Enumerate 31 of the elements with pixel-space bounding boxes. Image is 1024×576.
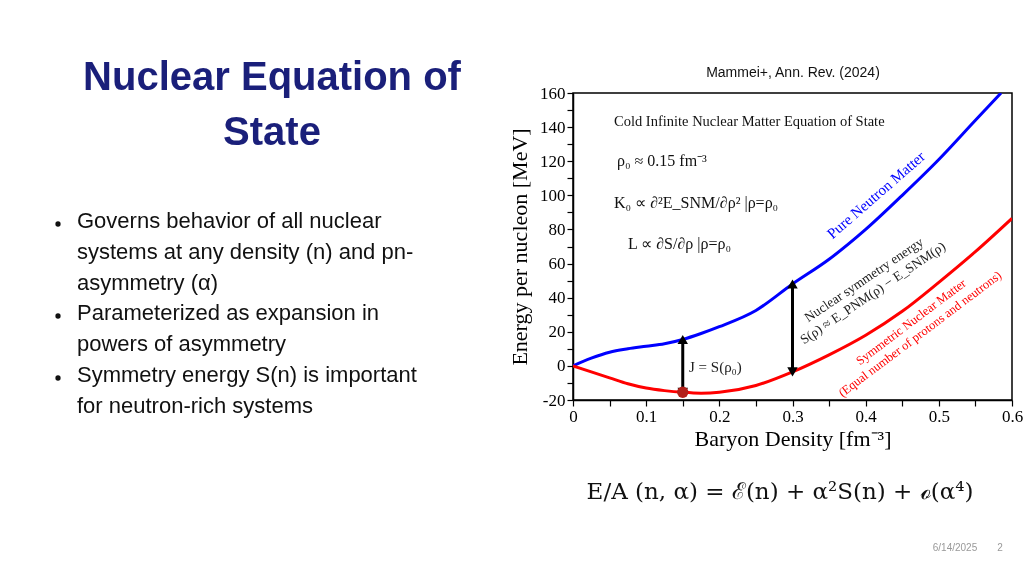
x-tick-label: 0.6 (1001, 406, 1024, 426)
chart-title: Nuclear Equation of State (83, 54, 462, 153)
y-tick-label: 60 (548, 254, 566, 274)
y-tick-label: 40 (548, 288, 566, 308)
annotation: K₀ ∝ ∂²E_SNM/∂ρ² |ρ=ρ₀ (614, 194, 779, 212)
y-tick-label: 0 (557, 356, 566, 376)
y-tick-label: 100 (540, 185, 566, 205)
y-tick-label: 160 (540, 83, 566, 103)
x-axis-title: Baryon Density [fm⁻³] (694, 425, 892, 451)
annotation: L ∝ ∂S/∂ρ |ρ=ρ₀ (628, 235, 732, 253)
text: E/A (n, α) = ℰ(n) + α²S(n) + ℴ(α⁴) (586, 478, 974, 504)
annotation: Cold Infinite Nuclear Matter Equation of State (614, 113, 885, 129)
x-tick-label: 0.4 (855, 406, 878, 426)
text: Symmetry energy S(n) is important for neutron-rich systems (77, 362, 417, 418)
text: Governs behavior of all nuclear systems at any density (n) and pn- asymmetry (α) (77, 208, 414, 295)
y-axis-title: Energy per nucleon [MeV] (507, 128, 532, 366)
annotation: J = S(ρ₀) (689, 359, 742, 376)
text: 2 (997, 542, 1004, 553)
y-tick-label: 80 (548, 219, 566, 239)
y-tick-label: 20 (548, 322, 566, 342)
text: Parameterized as expansion in powers of asymmetry (77, 300, 380, 356)
x-tick-label: 0.1 (636, 406, 658, 426)
x-tick-label: 0.5 (928, 406, 950, 426)
text: Mammei+, Ann. Rev. (2024) (706, 64, 880, 80)
y-tick-label: 120 (540, 151, 566, 171)
y-tick-label: 140 (540, 117, 566, 137)
annotation: ρ₀ ≈ 0.15 fm⁻³ (617, 152, 708, 170)
text: 6/14/2025 (932, 542, 978, 553)
x-tick-label: 0.2 (709, 406, 731, 426)
y-tick-label: -20 (542, 390, 566, 410)
x-tick-label: 0.3 (782, 406, 804, 426)
